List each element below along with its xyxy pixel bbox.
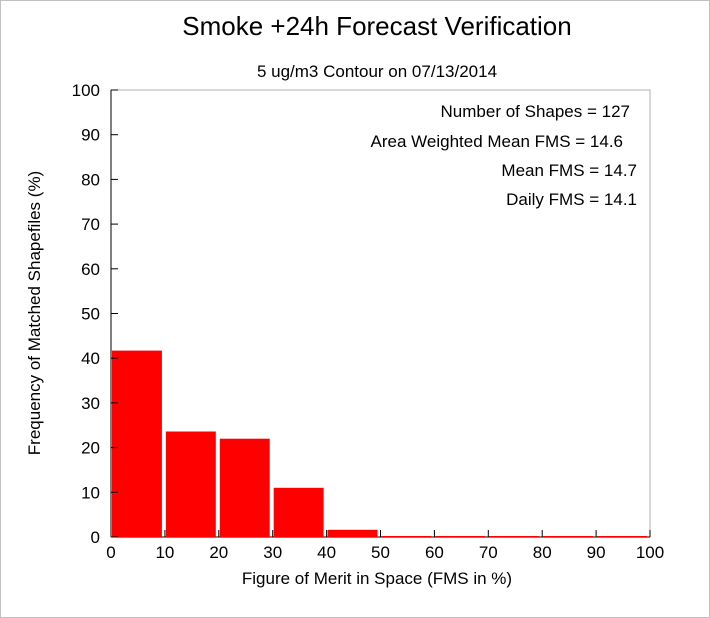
- annotation-area-weighted-mean-fms: Area Weighted Mean FMS = 14.6: [371, 132, 623, 151]
- y-tick-label: 90: [81, 126, 100, 145]
- annotation-number-of-shapes: Number of Shapes = 127: [441, 102, 630, 121]
- y-tick-label: 60: [81, 260, 100, 279]
- stats-annotation-box: Number of Shapes = 127 Area Weighted Mea…: [371, 102, 637, 209]
- y-tick-label: 30: [81, 394, 100, 413]
- y-tick-label: 0: [91, 528, 100, 547]
- x-tick-label: 10: [155, 543, 174, 562]
- histogram-bar: [219, 438, 270, 537]
- x-tick-label: 30: [263, 543, 282, 562]
- x-tick-label: 20: [209, 543, 228, 562]
- y-tick-label: 10: [81, 483, 100, 502]
- histogram-bar: [489, 536, 540, 537]
- x-tick-label: 60: [425, 543, 444, 562]
- histogram-bar: [165, 431, 216, 537]
- y-tick-label: 70: [81, 215, 100, 234]
- x-tick-label: 80: [533, 543, 552, 562]
- bars-group: [112, 350, 647, 537]
- chart-subtitle: 5 ug/m3 Contour on 07/13/2014: [257, 62, 497, 81]
- y-ticks-group: 0 10 20 30 40 50 60 70 80 90 100: [72, 81, 118, 547]
- histogram-bar: [543, 536, 594, 537]
- chart-title: Smoke +24h Forecast Verification: [182, 11, 571, 41]
- x-tick-label: 90: [587, 543, 606, 562]
- histogram-bar: [435, 536, 486, 537]
- x-tick-label: 70: [479, 543, 498, 562]
- y-tick-label: 20: [81, 439, 100, 458]
- y-tick-label: 40: [81, 349, 100, 368]
- x-axis-label: Figure of Merit in Space (FMS in %): [242, 569, 512, 588]
- x-tick-label: 50: [371, 543, 390, 562]
- x-tick-label: 0: [106, 543, 115, 562]
- x-tick-label: 100: [636, 543, 664, 562]
- y-axis-label: Frequency of Matched Shapefiles (%): [25, 171, 44, 455]
- y-tick-label: 50: [81, 305, 100, 324]
- x-ticks-group: 0 10 20 30 40 50 60 70 80 90 100: [106, 530, 664, 562]
- histogram-bar: [381, 536, 432, 537]
- histogram-bar: [273, 487, 324, 537]
- histogram-bar: [597, 536, 647, 537]
- y-tick-label: 100: [72, 81, 100, 100]
- y-tick-label: 80: [81, 170, 100, 189]
- annotation-mean-fms: Mean FMS = 14.7: [501, 161, 637, 180]
- histogram-bar: [112, 350, 162, 537]
- x-tick-label: 40: [317, 543, 336, 562]
- annotation-daily-fms: Daily FMS = 14.1: [506, 190, 637, 209]
- histogram-bar: [327, 529, 378, 537]
